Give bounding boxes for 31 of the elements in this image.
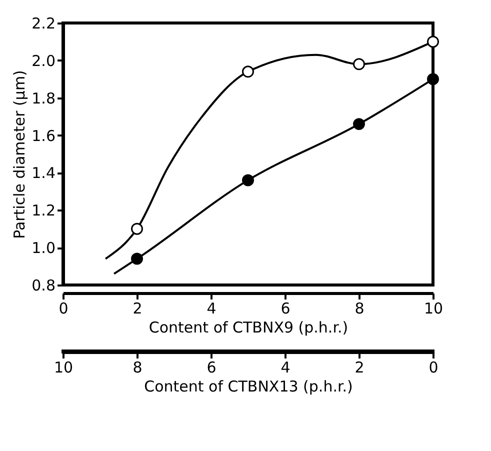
- y-tick-label: 2.2: [32, 14, 56, 32]
- x-tick-label: 0: [58, 300, 68, 318]
- x-tick-label: 4: [206, 300, 216, 318]
- y-axis-title: Particle diameter (µm): [10, 70, 29, 239]
- x2-tick-label: 0: [428, 358, 438, 376]
- point: [131, 222, 143, 235]
- y-tick-label: 1.0: [32, 239, 56, 258]
- x-tick-label: 10: [424, 300, 444, 318]
- x-axis-title: Content of CTBNX9 (p.h.r.): [148, 318, 348, 336]
- x2-axis-title: Content of CTBNX13 (p.h.r.): [144, 378, 353, 396]
- x-tick-label: 6: [280, 300, 290, 318]
- y-tick-label: 2.0: [32, 52, 56, 70]
- y-tick-label: 1.6: [32, 126, 56, 145]
- y-tick-label: 0.8: [32, 276, 56, 294]
- point: [427, 73, 439, 86]
- point: [353, 58, 365, 70]
- y-tick-label: 1.8: [32, 89, 56, 108]
- x2-tick-label: 2: [354, 358, 364, 376]
- x-tick-label: 2: [132, 300, 142, 318]
- point: [131, 252, 143, 265]
- y-tick-label: 1.2: [32, 202, 56, 220]
- point: [242, 66, 254, 78]
- x2-tick-label: 4: [280, 358, 290, 376]
- point: [427, 36, 439, 48]
- y-tick-label: 1.4: [32, 164, 56, 182]
- x-tick-label: 8: [354, 300, 364, 318]
- x2-tick-label: 10: [54, 358, 74, 376]
- x2-tick-label: 6: [206, 358, 216, 376]
- x2-tick-label: 8: [132, 358, 142, 376]
- point: [242, 174, 254, 186]
- point: [353, 118, 365, 130]
